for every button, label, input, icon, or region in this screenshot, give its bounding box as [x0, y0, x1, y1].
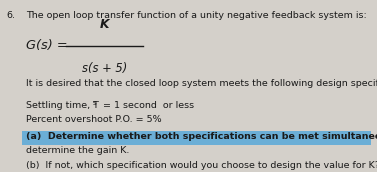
- Text: s: s: [93, 100, 97, 106]
- Text: The open loop transfer function of a unity negative feedback system is:: The open loop transfer function of a uni…: [26, 11, 366, 20]
- Text: = 1 second  or less: = 1 second or less: [100, 101, 195, 110]
- Text: Settling time, T: Settling time, T: [26, 101, 98, 110]
- Text: 6.: 6.: [7, 11, 16, 20]
- Text: G(s) =: G(s) =: [26, 39, 67, 52]
- Text: determine the gain K.: determine the gain K.: [26, 146, 129, 155]
- Text: (a)  Determine whether both specifications can be met simultaneously.  If yes,: (a) Determine whether both specification…: [26, 132, 377, 141]
- Text: s(s + 5): s(s + 5): [82, 62, 127, 75]
- FancyBboxPatch shape: [22, 131, 371, 145]
- Text: It is desired that the closed loop system meets the following design specificati: It is desired that the closed loop syste…: [26, 79, 377, 88]
- Text: (b)  If not, which specification would you choose to design the value for K?: (b) If not, which specification would yo…: [26, 161, 377, 170]
- Text: Percent overshoot P.O. = 5%: Percent overshoot P.O. = 5%: [26, 115, 161, 124]
- Text: K: K: [100, 18, 109, 31]
